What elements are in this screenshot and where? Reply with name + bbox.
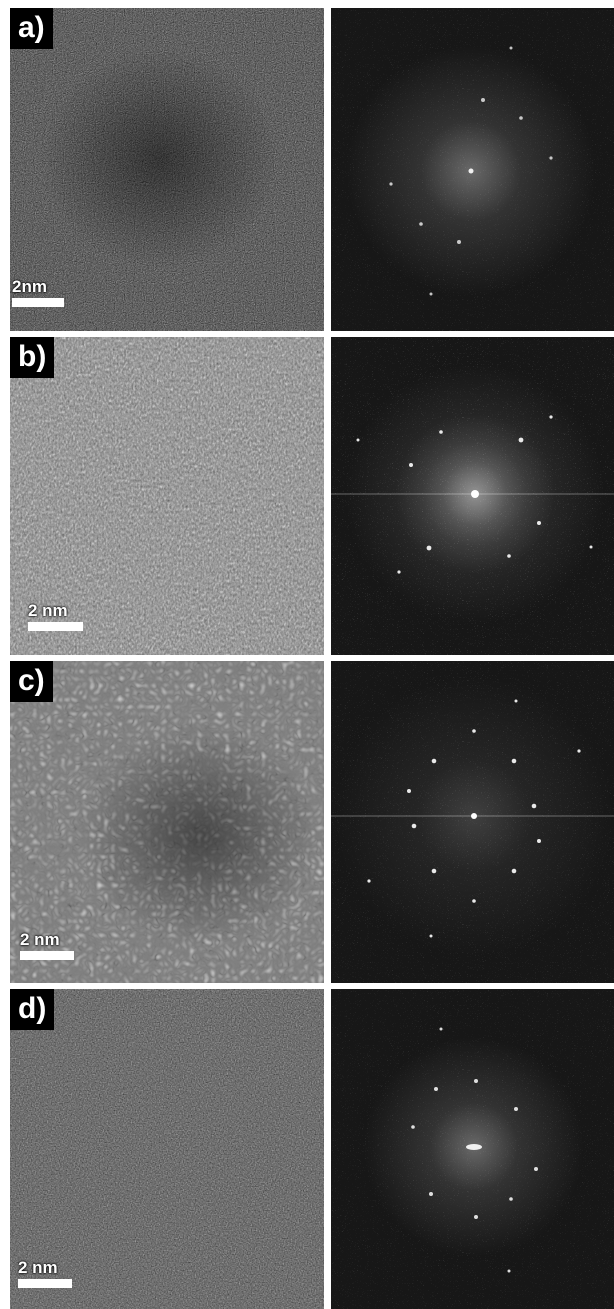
- fft-pattern-c: [331, 661, 614, 983]
- scale-bar-b: 2 nm: [28, 602, 83, 631]
- panel-label-b: b): [10, 337, 55, 378]
- scale-bar-a: 2nm: [12, 278, 64, 307]
- tem-texture-d: [10, 989, 324, 1309]
- scale-line-a: [12, 298, 64, 307]
- tem-texture-b: [10, 337, 324, 655]
- panel-label-d: d): [10, 989, 55, 1030]
- fft-svg-a: [331, 8, 614, 331]
- tem-image-c: c) 2 nm: [10, 661, 324, 983]
- fft-pattern-a: [331, 8, 614, 331]
- scale-text-a: 2nm: [12, 277, 47, 296]
- panel-label-c: c): [10, 661, 53, 702]
- tem-image-d: d) 2 nm: [10, 989, 324, 1309]
- scale-bar-d: 2 nm: [18, 1259, 72, 1288]
- fft-pattern-d: [331, 989, 614, 1309]
- scale-text-b: 2 nm: [28, 601, 68, 620]
- fft-pattern-b: [331, 337, 614, 655]
- scale-line-d: [18, 1279, 72, 1288]
- scale-line-c: [20, 951, 74, 960]
- panel-label-a: a): [10, 8, 53, 49]
- scale-bar-c: 2 nm: [20, 931, 74, 960]
- scale-text-d: 2 nm: [18, 1258, 58, 1277]
- tem-texture-c: [10, 661, 324, 983]
- tem-image-a: a) 2nm: [10, 8, 324, 331]
- scale-line-b: [28, 622, 83, 631]
- tem-image-b: b) 2 nm: [10, 337, 324, 655]
- fft-svg-c: [331, 661, 614, 983]
- fft-svg-d: [331, 989, 614, 1309]
- fft-svg-b: [331, 337, 614, 655]
- scale-text-c: 2 nm: [20, 930, 60, 949]
- tem-texture-a: [10, 8, 324, 331]
